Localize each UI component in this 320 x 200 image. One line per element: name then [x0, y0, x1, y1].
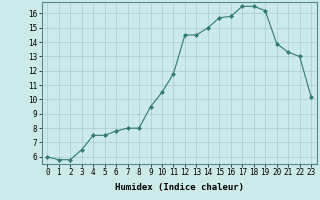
X-axis label: Humidex (Indice chaleur): Humidex (Indice chaleur) — [115, 183, 244, 192]
